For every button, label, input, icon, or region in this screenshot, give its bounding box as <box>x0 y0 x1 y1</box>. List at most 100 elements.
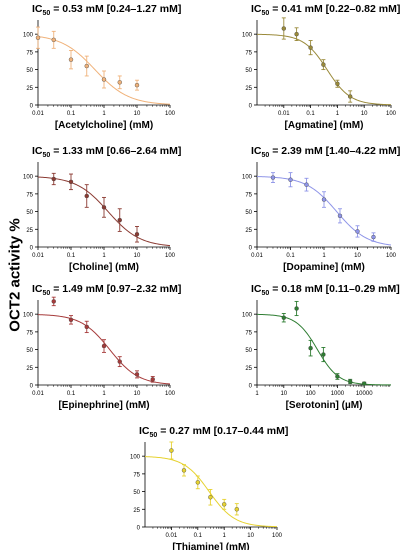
fit-curve <box>256 176 392 246</box>
data-point <box>68 317 74 323</box>
data-point <box>234 507 239 512</box>
data-point <box>362 381 367 386</box>
chart-panel-1: IC50 = 0.53 mM [0.24–1.27 mM]02550751000… <box>23 3 181 131</box>
y-tick-label: 100 <box>242 33 253 39</box>
data-point <box>270 175 276 180</box>
x-tick-label: 1 <box>336 111 340 117</box>
data-point <box>221 502 227 507</box>
y-tick-label: 25 <box>245 86 252 92</box>
chart-panel-2: IC50 = 0.41 mM [0.22–0.82 mM]02550751000… <box>242 3 400 131</box>
data-point <box>371 234 376 240</box>
x-tick-label: 1 <box>102 253 106 259</box>
fit-curve <box>256 313 392 386</box>
data-point <box>294 31 299 37</box>
y-tick-label: 0 <box>137 526 141 532</box>
data-point <box>51 299 56 304</box>
x-tick-label: 100 <box>306 391 317 397</box>
data-point <box>195 480 201 485</box>
data-point <box>288 177 293 182</box>
y-axis-label: OCT2 activity % <box>6 218 24 332</box>
chart-title-subscript: 50 <box>43 10 51 17</box>
y-tick-label: 0 <box>30 246 34 252</box>
y-tick-label: 25 <box>26 366 33 372</box>
data-point <box>347 379 353 384</box>
y-tick-label: 100 <box>242 175 253 181</box>
chart-title-rest: = 2.39 mM [1.40–4.22 mM] <box>269 145 400 157</box>
data-point <box>321 352 326 357</box>
x-tick-label: 100 <box>165 253 176 259</box>
data-point <box>321 62 326 67</box>
y-tick-label: 100 <box>242 313 253 319</box>
data-point <box>51 37 56 43</box>
y-tick-label: 100 <box>130 455 141 461</box>
x-tick-label: 1 <box>322 253 326 259</box>
chart-title-prefix: IC <box>251 3 262 15</box>
x-axis-label: [Thiamine] (mM) <box>172 542 249 550</box>
chart-panel-6: IC50 = 0.18 mM [0.11–0.29 mM]02550751001… <box>242 283 400 411</box>
data-point <box>68 57 74 62</box>
chart-title-subscript: 50 <box>262 152 270 159</box>
chart-title-rest: = 0.53 mM [0.24–1.27 mM] <box>50 3 181 15</box>
data-point <box>134 82 140 88</box>
x-tick-label: 10 <box>354 253 361 259</box>
x-tick-label: 100 <box>386 253 397 259</box>
data-point <box>51 176 56 182</box>
chart-title-prefix: IC <box>251 283 262 295</box>
x-tick-label: 10 <box>134 111 141 117</box>
x-tick-label: 0.1 <box>306 111 315 117</box>
y-tick-label: 100 <box>23 33 34 39</box>
data-point <box>117 217 122 223</box>
chart-panel-7: IC50 = 0.27 mM [0.17–0.44 mM]02550751000… <box>130 425 288 553</box>
chart-title-prefix: IC <box>32 145 43 157</box>
x-axis-label: [Dopamine] (mM) <box>283 262 365 273</box>
chart-title-prefix: IC <box>32 283 43 295</box>
chart-title: IC50 = 1.49 mM [0.97–2.32 mM] <box>32 283 181 297</box>
data-point <box>281 315 286 320</box>
data-point <box>117 359 122 364</box>
chart-title: IC50 = 1.33 mM [0.66–2.64 mM] <box>32 145 181 159</box>
x-tick-label: 100 <box>386 111 397 117</box>
x-tick-label: 0.1 <box>67 391 76 397</box>
y-tick-label: 0 <box>30 384 34 390</box>
x-tick-label: 0.1 <box>194 533 203 539</box>
x-tick-label: 0.01 <box>278 111 290 117</box>
y-tick-label: 25 <box>26 86 33 92</box>
x-tick-label: 0.1 <box>286 253 295 259</box>
x-tick-label: 1 <box>255 391 259 397</box>
chart-title-subscript: 50 <box>43 152 51 159</box>
x-tick-label: 10 <box>247 533 254 539</box>
chart-title: IC50 = 0.41 mM [0.22–0.82 mM] <box>251 3 400 17</box>
data-point <box>335 81 340 86</box>
y-tick-label: 0 <box>30 104 34 110</box>
chart-title-prefix: IC <box>32 3 43 15</box>
chart-title-subscript: 50 <box>43 290 51 297</box>
y-tick-label: 0 <box>249 246 253 252</box>
chart-title-rest: = 1.49 mM [0.97–2.32 mM] <box>50 283 181 295</box>
fit-curve <box>144 456 278 528</box>
chart-panel-3: IC50 = 1.33 mM [0.66–2.64 mM]02550751000… <box>23 145 181 273</box>
chart-title-rest: = 0.41 mM [0.22–0.82 mM] <box>269 3 400 15</box>
y-tick-label: 100 <box>23 313 34 319</box>
data-point <box>337 213 343 219</box>
x-tick-label: 1 <box>102 111 106 117</box>
data-point <box>68 179 74 185</box>
y-tick-label: 75 <box>26 192 33 198</box>
y-tick-label: 50 <box>245 68 252 74</box>
chart-title: IC50 = 0.53 mM [0.24–1.27 mM] <box>32 3 181 17</box>
chart-title-rest: = 1.33 mM [0.66–2.64 mM] <box>50 145 181 157</box>
data-point <box>294 306 299 311</box>
x-tick-label: 10000 <box>356 391 373 397</box>
y-tick-label: 0 <box>249 384 253 390</box>
data-point <box>84 324 89 330</box>
data-point <box>355 229 360 234</box>
y-tick-label: 25 <box>133 508 140 514</box>
data-point <box>84 63 89 69</box>
chart-title-subscript: 50 <box>150 432 158 439</box>
y-tick-label: 50 <box>26 68 33 74</box>
data-point <box>304 182 309 187</box>
x-tick-label: 0.1 <box>67 111 76 117</box>
x-axis-label: [Serotonin] (µM) <box>286 400 363 411</box>
y-tick-label: 25 <box>245 228 252 234</box>
data-point <box>117 80 122 85</box>
